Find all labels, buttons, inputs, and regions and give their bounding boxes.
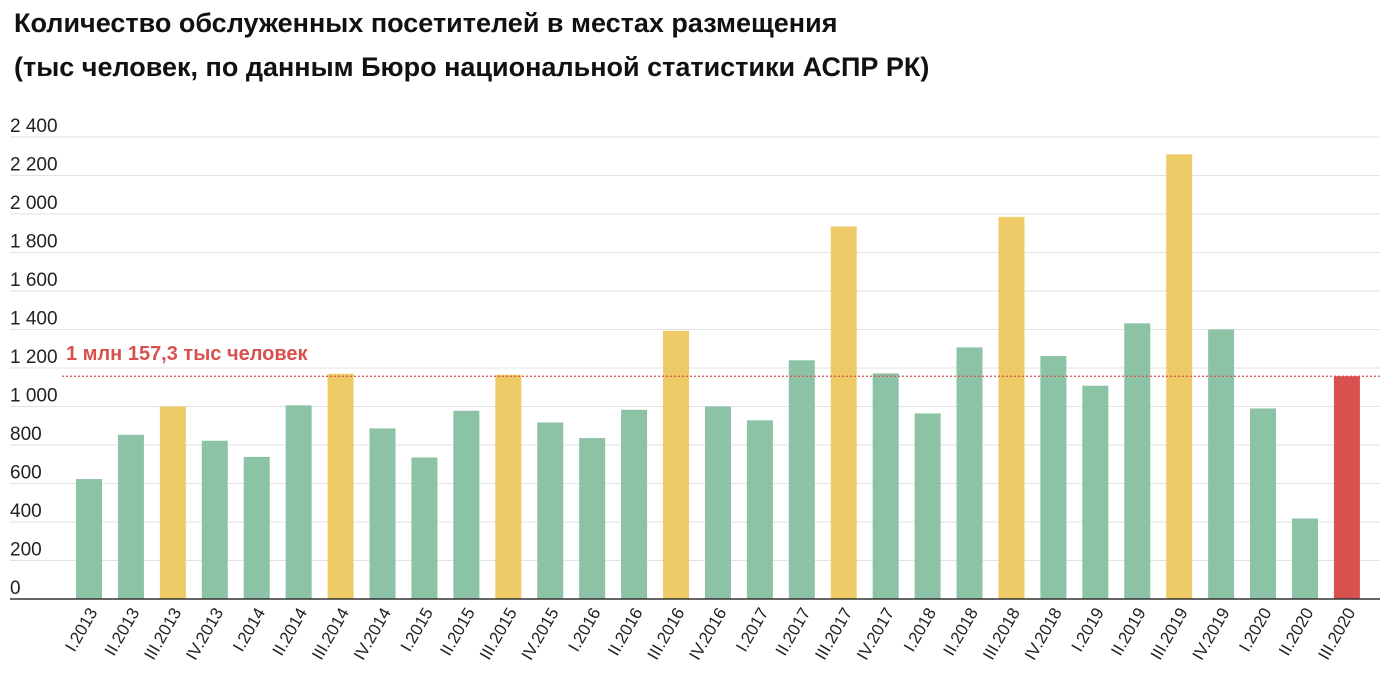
x-tick-label: IV.2014	[350, 605, 395, 664]
x-tick-label: I.2017	[732, 605, 772, 655]
x-tick-label: II.2018	[940, 605, 982, 660]
y-tick-label: 2 200	[10, 155, 58, 176]
bar	[411, 457, 438, 599]
x-tick-label: II.2013	[101, 605, 143, 660]
y-tick-label: 2 000	[10, 193, 58, 214]
y-tick-label: 400	[10, 501, 42, 522]
bar	[243, 456, 270, 599]
y-tick-label: 2 400	[10, 116, 58, 137]
x-tick-label: IV.2013	[182, 605, 227, 664]
x-tick-label: I.2014	[229, 605, 269, 655]
y-tick-label: 600	[10, 463, 42, 484]
x-tick-label: I.2020	[1235, 605, 1275, 655]
bar	[1082, 385, 1109, 599]
x-tick-label: III.2017	[811, 605, 856, 664]
x-tick-label: I.2019	[1068, 605, 1108, 655]
x-tick-label: III.2019	[1147, 605, 1192, 664]
chart-subtitle: (тыс человек, по данным Бюро национально…	[14, 52, 930, 82]
bar	[159, 406, 186, 599]
x-tick-label: II.2015	[436, 605, 478, 660]
x-tick-label: IV.2019	[1189, 605, 1234, 664]
bar	[495, 374, 522, 599]
bar	[998, 216, 1025, 599]
chart-title: Количество обслуженных посетителей в мес…	[14, 8, 838, 38]
bar	[704, 406, 731, 599]
y-tick-label: 1 600	[10, 270, 58, 291]
bar	[914, 413, 941, 599]
x-tick-label: II.2016	[604, 605, 646, 660]
bar	[621, 409, 648, 599]
x-tick-label: III.2020	[1315, 605, 1360, 664]
bar	[830, 226, 857, 599]
bar	[746, 420, 773, 599]
y-tick-label: 800	[10, 424, 42, 445]
bar	[453, 410, 480, 599]
bar	[1333, 376, 1360, 599]
y-tick-label: 200	[10, 540, 42, 561]
bar	[872, 373, 899, 599]
y-tick-label: 1 000	[10, 386, 58, 407]
x-tick-label: IV.2015	[518, 605, 563, 664]
x-tick-label: III.2015	[476, 605, 521, 664]
bar	[579, 438, 606, 599]
x-tick-label: II.2019	[1107, 605, 1149, 660]
y-tick-label: 1 800	[10, 232, 58, 253]
bar	[956, 347, 983, 599]
bar	[327, 373, 354, 599]
bar	[1124, 323, 1151, 599]
bar	[117, 434, 144, 599]
x-tick-label: IV.2017	[853, 605, 898, 664]
x-tick-label: IV.2018	[1021, 605, 1066, 664]
x-tick-label: II.2020	[1275, 605, 1317, 660]
x-tick-label: I.2016	[565, 605, 605, 655]
x-tick-label: III.2013	[141, 605, 186, 664]
x-tick-label: II.2017	[772, 605, 814, 660]
x-tick-label: I.2015	[397, 605, 437, 655]
bar	[788, 360, 815, 599]
x-tick-label: III.2014	[308, 605, 353, 664]
bar	[1291, 518, 1318, 599]
x-tick-label: III.2018	[979, 604, 1024, 663]
x-tick-label: II.2014	[269, 605, 311, 660]
bar	[369, 428, 396, 599]
x-tick-label: IV.2016	[685, 605, 730, 664]
bar	[76, 479, 102, 599]
y-tick-label: 1 400	[10, 309, 58, 330]
bar	[1208, 329, 1235, 599]
x-tick-label: III.2016	[644, 605, 689, 664]
reference-label: 1 млн 157,3 тыс человек	[66, 343, 309, 365]
bar	[201, 440, 228, 599]
y-tick-label: 1 200	[10, 347, 58, 368]
bar	[663, 330, 690, 599]
x-tick-label: I.2018	[900, 605, 940, 655]
x-tick-label: I.2013	[61, 605, 101, 655]
bar	[285, 405, 312, 599]
bar	[1250, 408, 1277, 599]
bar	[1040, 356, 1067, 599]
y-tick-label: 0	[10, 578, 21, 599]
bar	[537, 422, 564, 599]
